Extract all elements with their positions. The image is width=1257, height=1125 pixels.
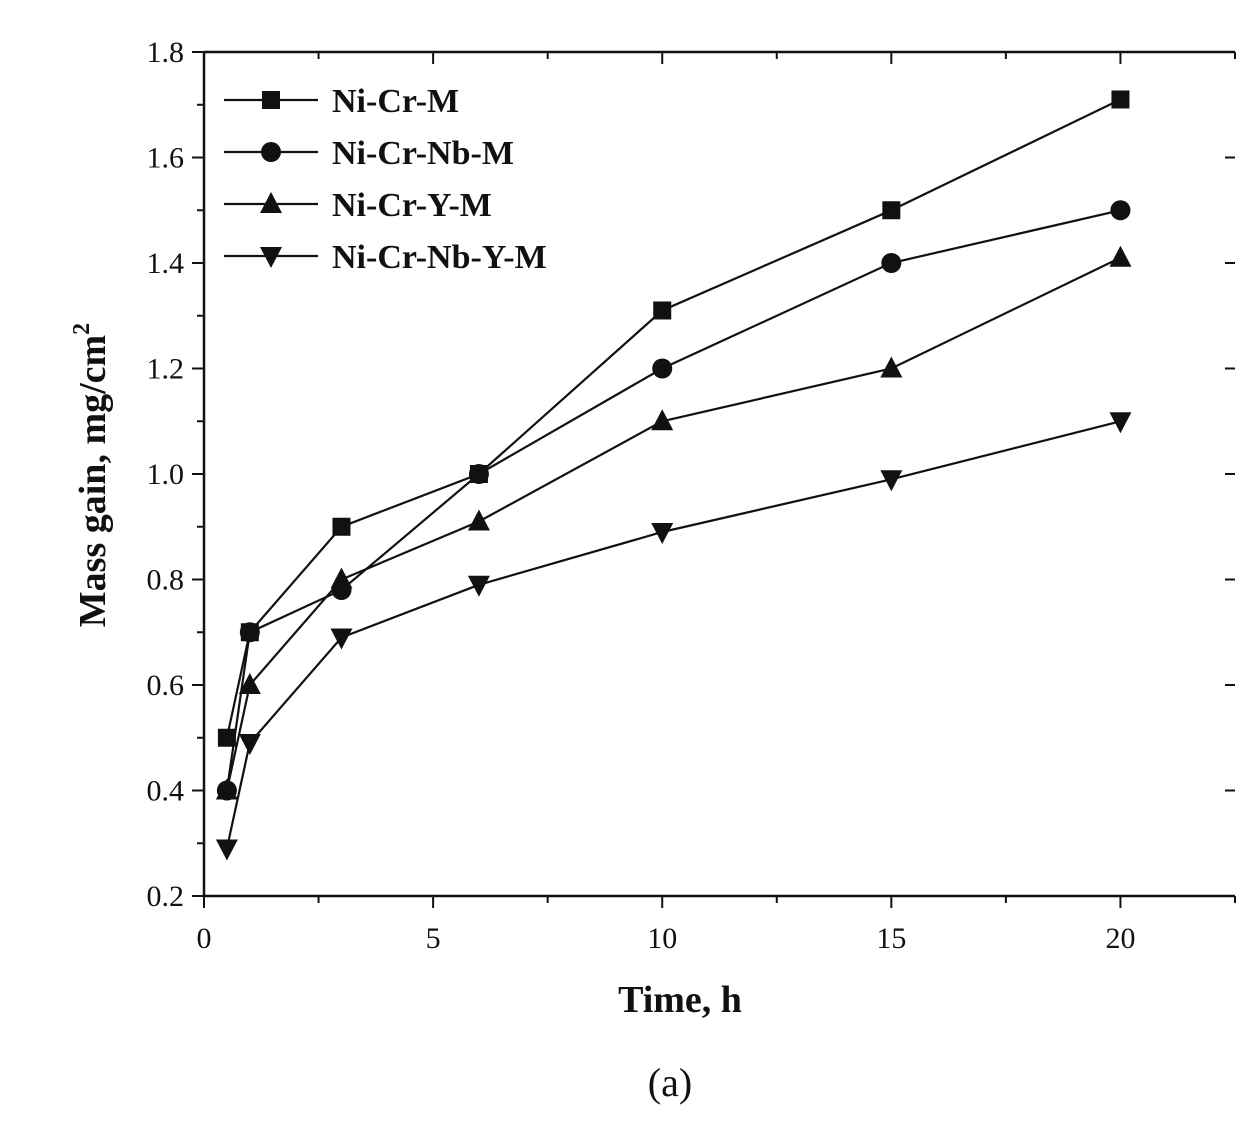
legend-label-1: Ni-Cr-Nb-M <box>332 135 514 172</box>
legend: Ni-Cr-M Ni-Cr-Nb-M Ni-Cr-Y-M Ni-Cr-Nb-Y-M <box>224 83 547 276</box>
series-3-point-1 <box>238 734 261 756</box>
series-3-point-5 <box>880 470 903 492</box>
y-tick-label-6: 1.4 <box>147 247 185 280</box>
legend-label-0: Ni-Cr-M <box>332 83 459 120</box>
series-1-point-5 <box>881 253 902 273</box>
series-0-point-2 <box>332 517 351 536</box>
series-2-point-3 <box>467 509 490 531</box>
legend-marker-3 <box>260 247 282 268</box>
x-tick-label-3: 15 <box>876 922 906 955</box>
series-2-point-2 <box>330 567 353 589</box>
series-2-point-6 <box>1109 245 1132 267</box>
x-tick-label-4: 20 <box>1105 922 1135 955</box>
series-line-2 <box>225 256 1121 791</box>
y-tick-label-2: 0.6 <box>147 669 185 702</box>
panel-label: (a) <box>648 1060 692 1105</box>
series-markers <box>215 90 1132 861</box>
legend-marker-1 <box>261 142 281 162</box>
y-tick-label-3: 0.8 <box>147 564 185 597</box>
series-2-point-4 <box>651 409 674 431</box>
series-3-point-3 <box>467 575 490 597</box>
legend-label-2: Ni-Cr-Y-M <box>332 187 492 224</box>
legend-marker-0 <box>262 91 280 109</box>
series-line-3 <box>225 420 1121 849</box>
y-axis-title-superscript: 2 <box>69 323 95 335</box>
series-1-point-6 <box>1110 200 1131 221</box>
series-2-point-5 <box>880 356 903 378</box>
series-0-point-5 <box>882 201 901 220</box>
series-2-point-0 <box>215 778 238 800</box>
x-axis-title: Time, h <box>618 979 742 1021</box>
y-tick-label-8: 1.8 <box>147 36 185 69</box>
legend-marker-2 <box>260 192 282 213</box>
series-0-point-6 <box>1111 90 1130 109</box>
series-3-point-0 <box>215 839 238 861</box>
y-axis-title: Mass gain, mg/cm2 <box>69 323 114 627</box>
y-tick-label-5: 1.2 <box>147 353 185 386</box>
series-2-point-1 <box>238 673 261 694</box>
y-tick-label-1: 0.4 <box>147 775 185 808</box>
x-tick-label-2: 10 <box>647 922 677 955</box>
series-0-point-0 <box>217 728 236 747</box>
series-3-point-2 <box>330 628 353 650</box>
y-tick-label-4: 1.0 <box>147 458 185 491</box>
y-tick-label-7: 1.6 <box>147 142 185 175</box>
legend-label-3: Ni-Cr-Nb-Y-M <box>332 239 547 276</box>
series-3-point-6 <box>1109 412 1132 434</box>
series-3-point-4 <box>651 523 674 545</box>
x-tick-label-0: 0 <box>197 922 212 955</box>
series-1-point-4 <box>652 358 673 379</box>
series-line-1 <box>225 209 1121 791</box>
series-1-point-3 <box>468 464 489 484</box>
series-1-point-1 <box>239 622 260 643</box>
y-tick-label-0: 0.2 <box>147 880 185 913</box>
x-tick-label-1: 5 <box>426 922 441 955</box>
y-axis-title-main: Mass gain, mg/cm <box>72 335 114 627</box>
ticks: 0.2 0.4 0.6 0.8 1.0 1.2 1.4 1.6 1.8 0 5 10 15 20 <box>147 36 1236 955</box>
series-0-point-4 <box>653 301 672 320</box>
axes <box>202 50 1235 898</box>
